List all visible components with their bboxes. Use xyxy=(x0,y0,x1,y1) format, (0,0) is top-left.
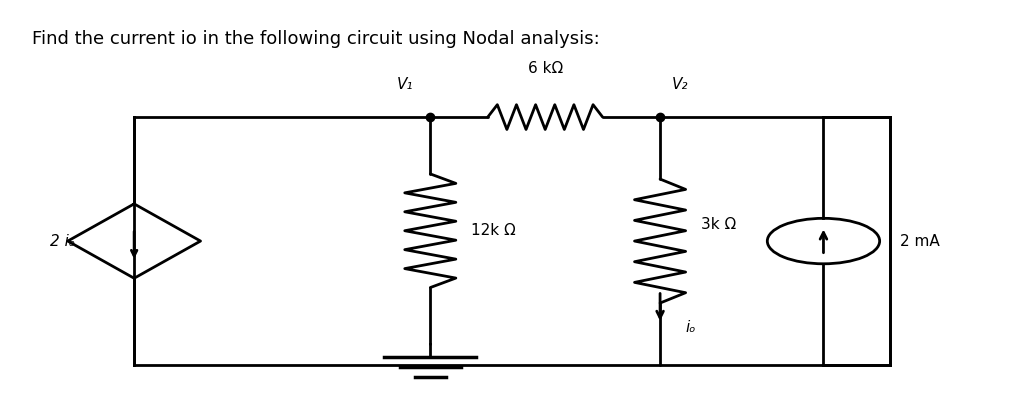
Text: 12k Ω: 12k Ω xyxy=(471,223,516,238)
Text: 2 iₒ: 2 iₒ xyxy=(50,233,75,248)
Text: 6 kΩ: 6 kΩ xyxy=(527,61,563,76)
Text: Find the current io in the following circuit using Nodal analysis:: Find the current io in the following cir… xyxy=(32,30,600,48)
Text: V₁: V₁ xyxy=(396,77,413,92)
Text: V₂: V₂ xyxy=(672,77,689,92)
Text: 2 mA: 2 mA xyxy=(900,233,940,248)
Text: iₒ: iₒ xyxy=(686,319,696,334)
Text: 3k Ω: 3k Ω xyxy=(700,217,736,232)
